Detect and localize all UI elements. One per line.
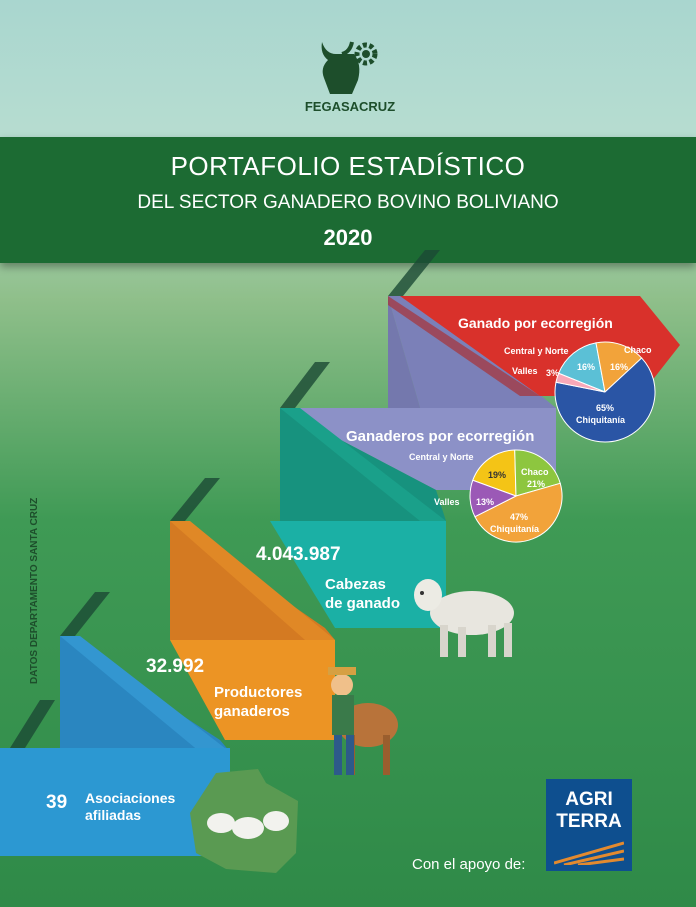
step-0-label-1: Asociaciones (85, 790, 176, 806)
title-banner: PORTAFOLIO ESTADÍSTICO DEL SECTOR GANADE… (0, 137, 696, 263)
ganado-title: Ganado por ecorregión (458, 315, 613, 331)
step-1-label-2: ganaderos (214, 703, 290, 720)
ganaderos-valles-region: Valles (434, 497, 460, 507)
ganado-chaco-region: Chaco (624, 345, 652, 355)
pie-slice-valles (555, 372, 606, 393)
step-0-label-2: afiliadas (85, 807, 142, 823)
white-cow-icon (414, 579, 514, 657)
step-2-value: 4.043.987 (256, 544, 341, 565)
step-1-label-1: Productores (214, 684, 303, 701)
sponsor-line-2: TERRA (556, 811, 622, 832)
page-year: 2020 (323, 225, 373, 250)
sponsor-line-1: AGRI (565, 789, 613, 810)
bolivia-map-cattle-icon (190, 769, 298, 873)
pie-slice-valles (469, 479, 518, 518)
pie-slice-chaco (595, 341, 643, 393)
step-2-label-2: de ganado (325, 595, 401, 612)
ganado-valles-region: Valles (512, 366, 538, 376)
pie-ganaderos (469, 449, 563, 543)
ganado-chaco-pct: 16% (610, 362, 629, 372)
ganaderos-chiq-region: Chiquitanía (490, 524, 539, 534)
page-title: PORTAFOLIO ESTADÍSTICO (170, 151, 526, 181)
pie-slice-chaco (514, 449, 561, 497)
pie-ganado (554, 341, 656, 443)
ganado-chiq-pct: 65% (596, 403, 615, 413)
farmer-icon (328, 667, 398, 775)
ganaderos-title: Ganaderos por ecorregión (346, 428, 535, 445)
ganaderos-central-region: Central y Norte (409, 452, 474, 462)
agriterra-logo: AGRI TERRA (546, 779, 632, 871)
ganado-valles-pct: 3% (546, 368, 560, 378)
ganado-central-pct: 16% (577, 362, 596, 372)
ganaderos-central-pct: 19% (488, 470, 507, 480)
ganaderos-chaco-pct: 21% (527, 479, 546, 489)
step-1-value: 32.992 (146, 656, 205, 677)
pie-slice-central-y-norte (472, 449, 517, 497)
pie-slice-chiquitan-a (474, 482, 563, 543)
step-2-label-1: Cabezas (325, 576, 386, 593)
step-0-value: 39 (46, 792, 68, 813)
ganado-central-region: Central y Norte (504, 346, 569, 356)
page-subtitle: DEL SECTOR GANADERO BOVINO BOLIVIANO (137, 192, 559, 213)
pie-slice-central-y-norte (557, 342, 606, 393)
support-text: Con el apoyo de: (412, 856, 526, 873)
ganaderos-chaco-region: Chaco (521, 467, 549, 477)
pie-slice-chiquitan-a (554, 357, 656, 443)
ganaderos-valles-pct: 13% (476, 497, 495, 507)
stripes-icon (554, 841, 624, 865)
ganado-chiq-region: Chiquitanía (576, 415, 625, 425)
org-name: FEGASACRUZ (304, 99, 396, 114)
ganaderos-chiq-pct: 47% (510, 512, 529, 522)
bull-gear-logo-icon (321, 41, 378, 94)
